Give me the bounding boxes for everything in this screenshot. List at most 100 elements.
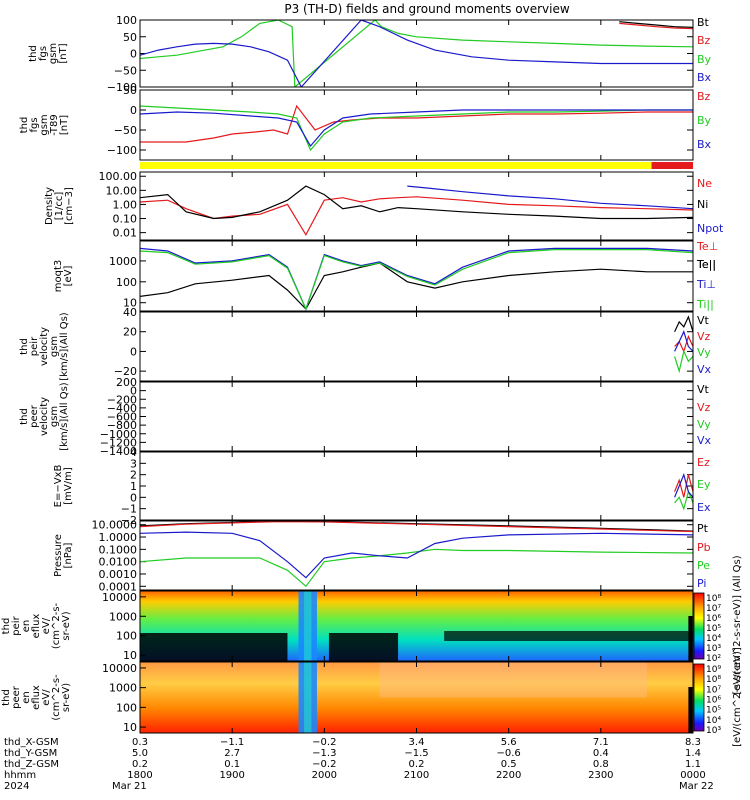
legend-Bt: Bt [697,16,710,29]
y-axis-label: peer [29,404,40,428]
x-column-value: 0.2 [132,759,148,770]
series-Ez [674,474,693,498]
y-tick-label: 2 [130,469,137,482]
colorbar-tick-label: 10³ [706,644,721,654]
y-tick-label: 0.0001 [99,580,138,593]
mode-bar [140,162,693,169]
y-tick-label: −2 [121,514,137,527]
x-column-value: 2300 [588,770,613,781]
legend-Pe: Pe [697,559,710,572]
legend-Ex: Ex [697,501,711,514]
spectrogram-gap-core [304,662,312,733]
colorbar-tick-label: 10⁵ [706,624,721,634]
y-axis-label: (cm^2-s- [51,674,62,721]
x-column-value: Mar 22 [679,781,714,792]
y-tick-label: 3 [130,457,137,470]
legend-Pb: Pb [697,541,711,554]
y-tick-label: 0 [130,491,137,504]
y-tick-label: 20 [123,326,137,339]
y-tick-label: −100 [107,144,137,157]
y-tick-label: −800 [107,419,137,432]
series-Ti⊥ [140,247,693,311]
panel-ion-eflux: thd peir en eflux eV/(cm^2-s-sr-eV) 10000 1000… [1,590,721,664]
y-tick-label: −1000 [100,428,137,441]
y-tick-label: 1000 [109,255,137,268]
panel-fgs: thd fgs gsm [nT] 100 50 0 −50 −100 Bt Bz By Bx [28,14,712,94]
series-group [140,185,693,237]
panel-ion-velocity: thd peir velocity gsm [km/s](All Qs) 40 20 0 −20… [19,306,712,382]
spectrogram-low-energy [444,631,693,641]
colorbar-label-electron: [eV/(cm^2-s-sr-eV)] [732,647,743,747]
y-tick-label: 200 [116,376,137,389]
series-Pb [140,521,693,533]
mode-bar-fast [651,162,693,169]
y-axis-label: thd [1,689,12,706]
series-Ey [674,489,693,511]
y-axis-label: gsm [49,336,60,357]
series-Vy [674,349,693,374]
legend-By: By [697,53,712,66]
y-axis-label: thd [28,45,39,62]
y-axis-label: eV/ [41,689,52,706]
y-axis-label: [eV] [63,266,74,287]
x-column-value: 5.0 [132,748,148,759]
colorbar-tick-label: 10⁸ [706,594,721,604]
y-tick-label: 0 [130,104,137,117]
x-column-value: −1.1 [220,737,244,748]
colorbar-tick-label: 10⁴ [706,716,721,726]
y-tick-label: 0.10 [113,213,138,226]
x-column-value: 1.4 [685,748,701,759]
y-tick-label: 0.1000 [99,543,138,556]
x-row-label: thd_Y-GSM [4,748,57,759]
legend-extra: Te⊥ [696,240,718,253]
x-column-value: 7.1 [593,737,609,748]
series-Bz [140,104,693,143]
y-axis-label: E=−VxB [53,465,64,508]
y-axis-label: peir [29,336,40,356]
y-tick-label: 1000 [109,682,137,695]
colorbar-tick-label: 10⁸ [706,675,721,685]
x-column-value: 1800 [127,770,152,781]
y-tick-label: 100 [116,276,137,289]
series-group [140,104,693,152]
colorbar-tick-label: 10³ [706,726,721,736]
y-tick-label: −200 [107,393,137,406]
colorbar-tick-label: 10⁶ [706,696,721,706]
x-column-value: −0.2 [312,737,336,748]
y-axis-label: [nPa] [63,542,74,568]
series-group [140,20,693,87]
spectrogram [140,662,693,733]
x-column-value: 0.5 [501,759,517,770]
legend-Ti⊥: Ti⊥ [696,278,716,291]
series-Vx [674,330,693,352]
y-tick-label: 10000 [102,662,137,675]
y-tick-label: 0.0100 [99,556,138,569]
series-Bx [140,20,693,87]
legend-Vy: Vy [697,418,711,431]
y-tick-label: 100 [116,701,137,714]
y-tick-label: 100 [116,630,137,643]
y-axis-label: [mV/m] [63,467,74,505]
series-Bt [619,21,693,28]
y-axis-label: eflux [31,685,42,710]
x-column-value: −1.5 [404,748,428,759]
colorbar [693,663,705,732]
legend-Vy: Vy [697,346,711,359]
series-group [674,472,693,511]
y-tick-label: −1400 [100,445,137,458]
colorbar-tick-label: 10⁴ [706,634,721,644]
legend-Bx: Bx [697,138,712,151]
x-column-value: 0000 [680,770,705,781]
y-axis-label: Pressure [53,534,64,577]
series-group [140,521,693,588]
series-group [674,315,693,374]
figure-title: P3 (TH-D) fields and ground moments over… [284,2,569,16]
legend-Ey: Ey [697,478,711,491]
x-row-label: hhmm [4,770,36,781]
y-tick-label: 0 [130,385,137,398]
series-Ni [140,185,693,220]
y-axis-label: [nT] [58,43,69,63]
series-Bx [140,109,693,148]
